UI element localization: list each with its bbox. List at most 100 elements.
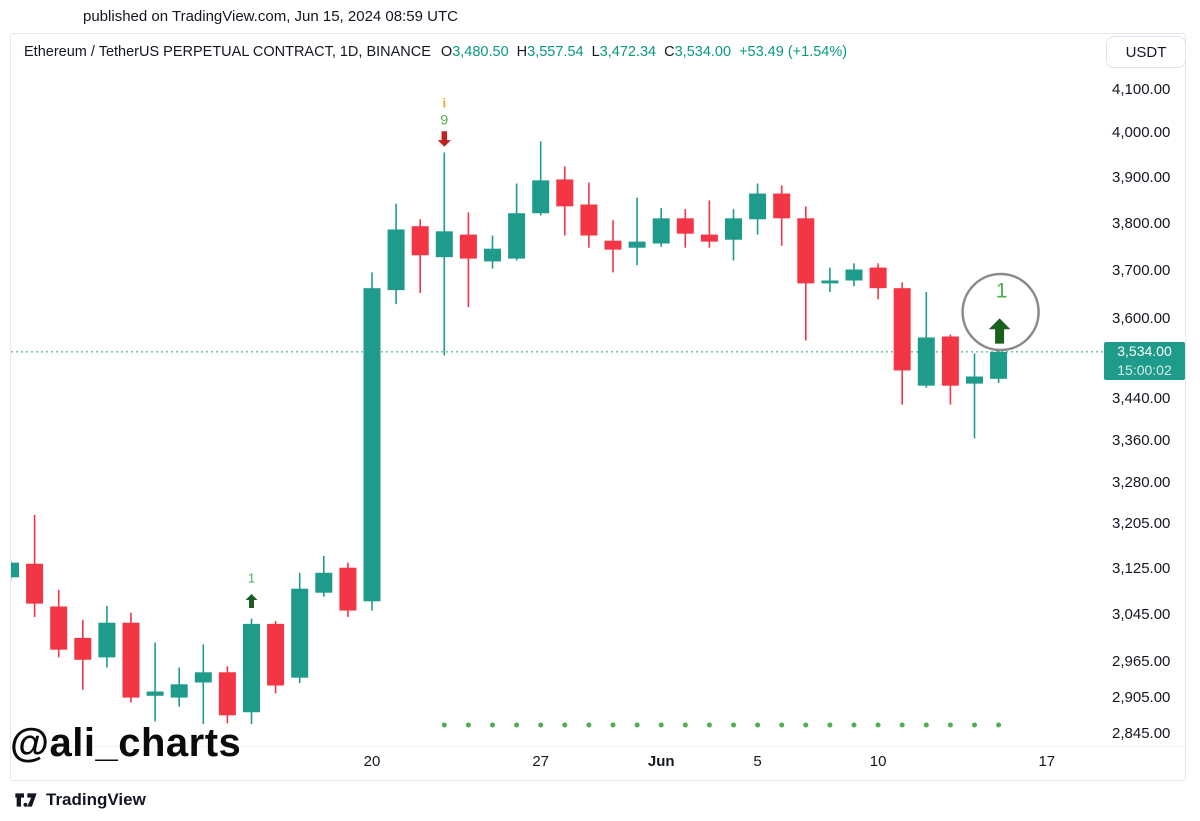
buy-arrow-up-icon [988,318,1011,344]
candle-body [966,376,983,384]
candle-body [74,637,92,660]
ohlc-high: H3,557.54 [516,44,584,60]
candle-may-16 [267,620,285,694]
time-tick-label: 5 [753,753,762,770]
currency-toggle-button[interactable]: USDT [1106,36,1186,68]
candle-body [363,288,381,602]
signal-dot [827,722,833,728]
symbol-title: Ethereum / TetherUS PERPETUAL CONTRACT, … [24,44,431,60]
signal-dot [634,722,640,728]
price-change: +53.49 (+1.54%) [739,44,848,60]
candle-may-8 [74,619,92,690]
candle-body [435,231,453,258]
candle-body [243,623,260,713]
candle-may-22 [411,219,429,293]
candle-body [676,218,694,234]
candle-body [146,691,164,696]
time-tick-label: 20 [363,753,381,770]
candle-body [580,204,598,236]
buy-arrow-up-icon [245,594,258,608]
candle-body [652,218,670,244]
signal-label: 9 [440,112,448,128]
candle-may-9 [98,605,116,668]
signal-dot [514,722,520,728]
candle-jun-8 [821,267,839,293]
candle-body [50,606,68,650]
signal-dot [465,722,471,728]
candle-body [845,269,863,281]
candle-body [556,179,574,207]
signal-dot [803,722,809,728]
price-tick-label: 4,000.00 [1112,124,1171,142]
price-tick-label: 3,700.00 [1112,261,1171,279]
signal-dot [586,722,592,728]
signal-dot [899,722,905,728]
signal-dot [441,722,447,728]
price-tick-label: 3,900.00 [1112,169,1171,187]
time-tick-label: 27 [532,753,550,770]
price-tick-label: 2,965.00 [1112,652,1171,670]
signal-dot [755,722,761,728]
candle-may-21 [387,203,405,305]
candle-may-30 [604,220,622,273]
candle-body [11,562,19,578]
candle-body [941,336,959,386]
candle-body [797,218,815,284]
signal-dot [490,722,495,728]
candle-may-17 [291,572,309,684]
candle-body [484,248,501,262]
candle-jun-1 [652,208,670,247]
candle-may-20 [363,272,381,611]
candle-body [122,622,140,698]
candle-may-23 [435,152,453,356]
candle-jun-10 [869,263,887,300]
signal-dot [562,722,568,728]
candle-may-27 [532,141,550,216]
signal-dot [851,722,857,728]
ohlc-low: L3,472.34 [591,44,657,60]
candle-body [267,623,285,686]
candle-body [604,240,622,250]
candle-jun-9 [845,263,863,287]
bar-countdown: 15:00:02 [1117,361,1172,378]
candle-body [170,684,188,698]
candle-may-5 [11,560,19,581]
price-tick-label: 3,600.00 [1112,310,1171,328]
candle-may-18 [315,555,333,597]
candle-body [339,567,357,611]
footer-brand: TradingView [14,790,146,810]
signal-dot [972,722,977,728]
time-tick-label: 17 [1038,753,1056,770]
candle-jun-4 [725,209,742,261]
time-tick-label: Jun [647,753,675,770]
candle-body [194,672,212,683]
candle-may-24 [459,212,477,308]
candle-body [869,267,887,289]
candle-jun-7 [797,206,815,341]
signal-dot [731,722,736,728]
candle-body [700,234,718,242]
candle-body [459,234,477,259]
ohlc-close: C3,534.00 [664,44,732,60]
candle-body [315,572,333,593]
price-tick-label: 2,905.00 [1112,688,1171,706]
last-price-badge: 3,534.00 15:00:02 [1104,341,1185,380]
signal-dot [610,722,616,728]
candle-jun-2 [676,209,694,248]
candle-body [821,280,839,284]
candle-body [508,213,526,259]
candle-may-7 [50,589,68,658]
last-price-value: 3,534.00 [1117,342,1172,359]
candle-may-26 [508,183,526,261]
price-tick-label: 3,800.00 [1112,214,1171,232]
candle-body [532,180,550,214]
author-watermark: @ali_charts [10,721,242,765]
price-tick-label: 3,205.00 [1112,515,1171,533]
signal-dot [706,722,712,728]
candle-may-31 [628,197,646,266]
price-tick-label: 3,280.00 [1112,474,1171,492]
signal-dot [947,722,953,728]
candle-body [26,563,44,604]
